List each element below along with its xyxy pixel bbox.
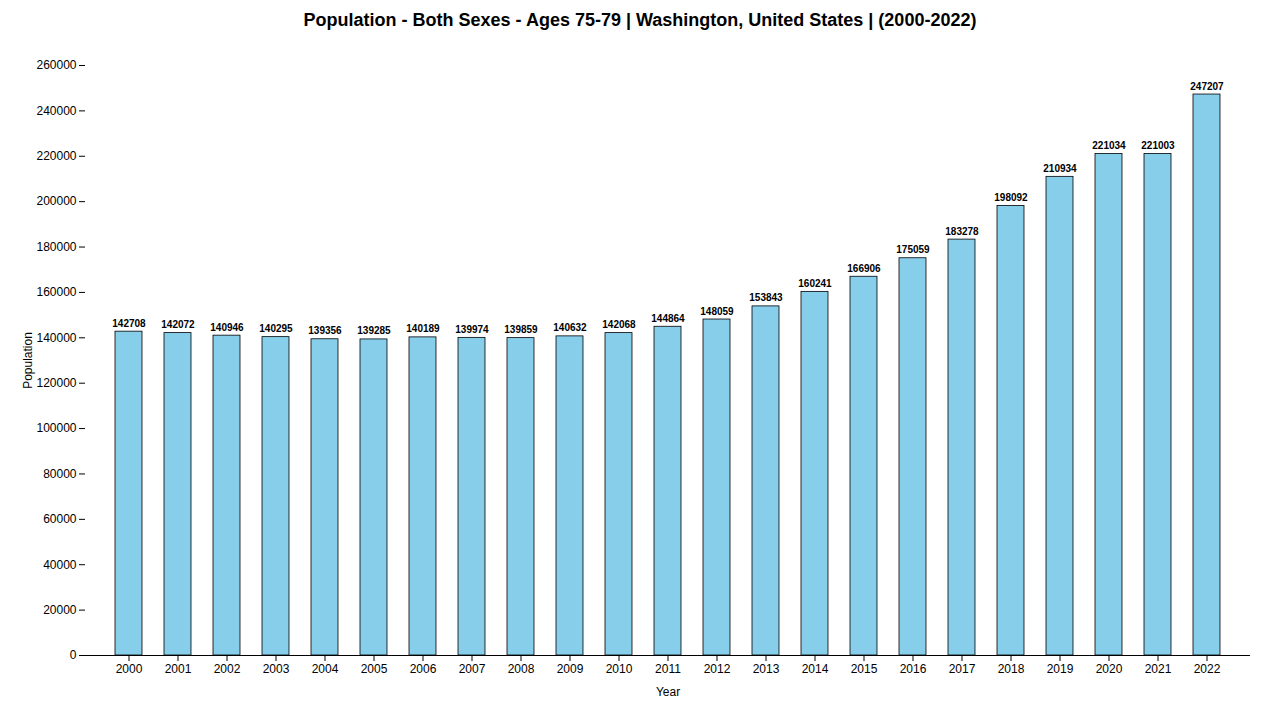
- svg-text:2017: 2017: [949, 662, 976, 676]
- svg-text:140295: 140295: [259, 323, 293, 334]
- svg-text:139356: 139356: [308, 325, 342, 336]
- svg-text:183278: 183278: [945, 226, 979, 237]
- svg-text:2022: 2022: [1194, 662, 1221, 676]
- svg-text:Population: Population: [21, 332, 35, 389]
- svg-text:60000: 60000: [43, 512, 77, 526]
- svg-text:120000: 120000: [36, 376, 76, 390]
- svg-text:2012: 2012: [704, 662, 731, 676]
- svg-text:2013: 2013: [753, 662, 780, 676]
- svg-text:2005: 2005: [361, 662, 388, 676]
- svg-text:139859: 139859: [504, 324, 538, 335]
- svg-text:2000: 2000: [116, 662, 143, 676]
- svg-text:200000: 200000: [36, 194, 76, 208]
- svg-text:240000: 240000: [36, 104, 76, 118]
- svg-text:80000: 80000: [43, 467, 77, 481]
- svg-text:2003: 2003: [263, 662, 290, 676]
- svg-text:260000: 260000: [36, 58, 76, 72]
- svg-text:166906: 166906: [847, 263, 881, 274]
- svg-text:2004: 2004: [312, 662, 339, 676]
- html-text:Population - Both Sexes - Ages: Population - Both Sexes - Ages 75-79 | W…: [303, 10, 977, 30]
- svg-text:2007: 2007: [459, 662, 486, 676]
- svg-text:142072: 142072: [161, 319, 195, 330]
- svg-text:40000: 40000: [43, 558, 77, 572]
- svg-text:2001: 2001: [165, 662, 192, 676]
- svg-text:2015: 2015: [851, 662, 878, 676]
- svg-text:2002: 2002: [214, 662, 241, 676]
- svg-text:140189: 140189: [406, 323, 440, 334]
- svg-text:2010: 2010: [606, 662, 633, 676]
- svg-text:160241: 160241: [798, 278, 832, 289]
- svg-text:221003: 221003: [1141, 140, 1175, 151]
- svg-text:140946: 140946: [210, 322, 244, 333]
- svg-text:160000: 160000: [36, 285, 76, 299]
- svg-text:198092: 198092: [994, 192, 1028, 203]
- svg-text:2021: 2021: [1145, 662, 1172, 676]
- svg-text:220000: 220000: [36, 149, 76, 163]
- svg-text:0: 0: [70, 648, 77, 662]
- svg-text:2014: 2014: [802, 662, 829, 676]
- svg-text:180000: 180000: [36, 240, 76, 254]
- svg-text:2006: 2006: [410, 662, 437, 676]
- svg-text:144864: 144864: [651, 313, 685, 324]
- svg-text:20000: 20000: [43, 603, 77, 617]
- svg-text:Year: Year: [656, 685, 680, 699]
- svg-text:175059: 175059: [896, 244, 930, 255]
- svg-text:142708: 142708: [112, 318, 146, 329]
- svg-text:221034: 221034: [1092, 140, 1126, 151]
- svg-text:139285: 139285: [357, 325, 391, 336]
- svg-text:100000: 100000: [36, 421, 76, 435]
- svg-text:2020: 2020: [1096, 662, 1123, 676]
- svg-text:2011: 2011: [655, 662, 681, 676]
- svg-text:210934: 210934: [1043, 163, 1077, 174]
- svg-text:247207: 247207: [1190, 81, 1224, 92]
- svg-text:148059: 148059: [700, 306, 734, 317]
- svg-text:2016: 2016: [900, 662, 927, 676]
- svg-text:142068: 142068: [602, 319, 636, 330]
- svg-text:2019: 2019: [1047, 662, 1074, 676]
- svg-text:2009: 2009: [557, 662, 584, 676]
- svg-text:2008: 2008: [508, 662, 535, 676]
- svg-text:140000: 140000: [36, 331, 76, 345]
- svg-text:2018: 2018: [998, 662, 1025, 676]
- svg-text:140632: 140632: [553, 322, 587, 333]
- svg-text:153843: 153843: [749, 292, 783, 303]
- svg-text:139974: 139974: [455, 324, 489, 335]
